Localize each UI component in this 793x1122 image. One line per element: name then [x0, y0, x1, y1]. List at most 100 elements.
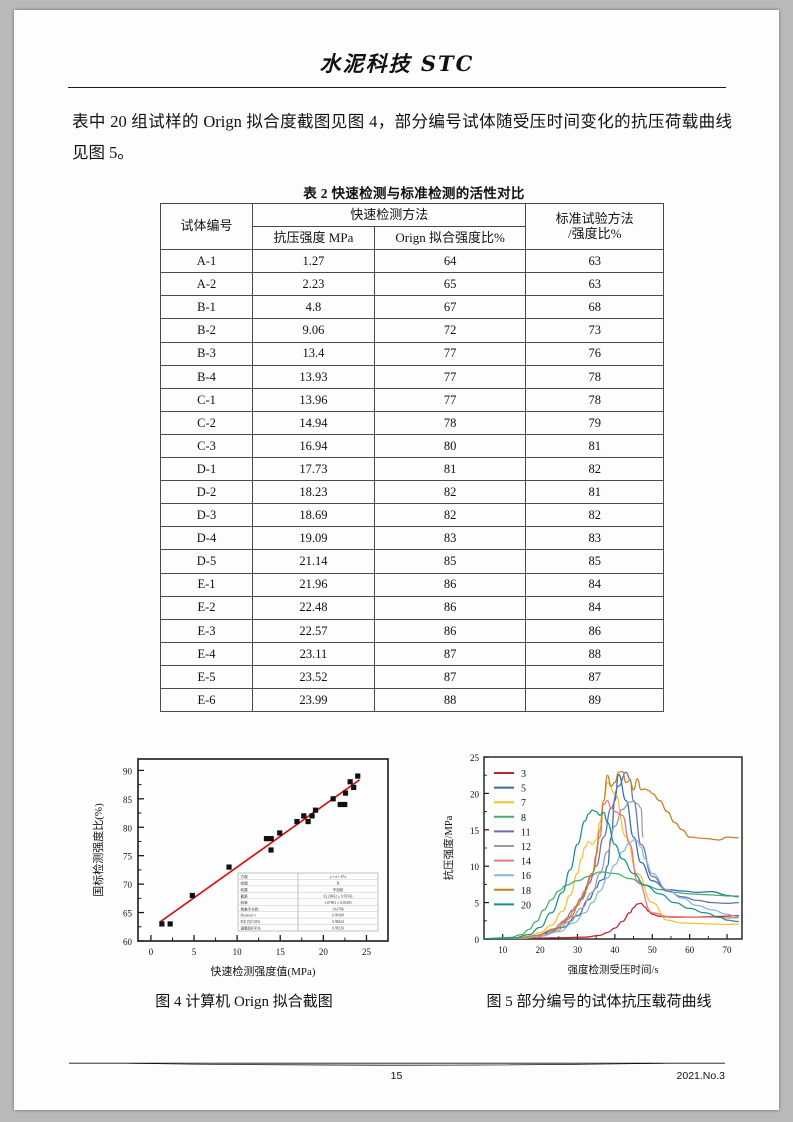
fit-stats-label-0: 方程	[241, 874, 249, 879]
cell-fit-ratio: 77	[373, 341, 527, 366]
table-row: B-2 9.06 72 73	[159, 318, 664, 343]
cell-standard-ratio: 85	[525, 549, 664, 574]
cell-compressive-strength: 19.09	[252, 526, 375, 551]
fit-line	[159, 779, 361, 924]
table-row: E-4 23.11 87 88	[159, 641, 664, 666]
col-header-specimen-id: 试体编号	[159, 202, 254, 251]
table-row: E-3 22.57 86 86	[159, 618, 664, 643]
table-row: D-3 18.69 82 82	[159, 503, 664, 528]
cell-standard-ratio: 84	[525, 595, 664, 620]
table-row: B-1 4.8 67 68	[159, 295, 664, 320]
y-tick-label-20: 20	[470, 789, 480, 799]
series-group	[484, 770, 739, 939]
x-tick-label-20: 20	[319, 947, 329, 957]
cell-fit-ratio: 86	[373, 572, 527, 597]
x-tick-label-50: 50	[648, 945, 658, 955]
legend-label-8: 8	[521, 813, 526, 824]
cell-specimen-id: E-3	[159, 618, 254, 643]
legend-label-12: 12	[521, 842, 531, 853]
col-header-fit-ratio: Orign 拟合强度比%	[373, 226, 527, 251]
cell-compressive-strength: 23.11	[252, 641, 375, 666]
fit-stats-label-3: 截距	[241, 893, 249, 898]
figure-4-plot-frame	[137, 758, 389, 942]
header-divider	[68, 87, 726, 88]
table-row: A-1 1.27 64 63	[159, 249, 664, 274]
data-point-7	[277, 830, 283, 836]
cell-fit-ratio: 88	[373, 687, 527, 713]
cell-fit-ratio: 81	[373, 457, 527, 482]
fit-stats-label-5: 残差平方和	[241, 906, 259, 911]
cell-standard-ratio: 78	[525, 387, 664, 412]
cell-compressive-strength: 17.73	[252, 457, 375, 482]
cell-fit-ratio: 72	[373, 318, 527, 343]
fit-stats-value-3: 62.20432 ± 0.50543	[324, 894, 353, 898]
cell-specimen-id: B-1	[159, 295, 254, 320]
cell-specimen-id: B-3	[159, 341, 254, 366]
fit-stats-label-7: R平方(COD)	[241, 919, 261, 924]
y-tick-label-80: 80	[123, 823, 133, 833]
fit-stats-label-1: 绘图	[241, 880, 249, 885]
cell-fit-ratio: 67	[373, 295, 527, 320]
cell-standard-ratio: 88	[525, 641, 664, 666]
data-point-10	[305, 818, 311, 825]
cell-specimen-id: E-1	[159, 572, 254, 597]
cell-specimen-id: A-1	[159, 249, 254, 274]
col-header-fast-method: 快速检测方法	[252, 202, 527, 228]
cell-standard-ratio: 78	[525, 364, 664, 389]
table-header-row-2: 抗压强度 MPa Orign 拟合强度比%	[161, 226, 664, 251]
x-tick-label-25: 25	[362, 947, 372, 957]
table-head: 试体编号 快速检测方法 标准试验方法 /强度比% 抗压强度 MPa Orign …	[159, 202, 664, 251]
y-tick-label-85: 85	[123, 795, 133, 805]
cell-standard-ratio: 76	[525, 341, 664, 366]
table-row: E-6 23.99 88 89	[159, 687, 664, 713]
table-row: C-3 16.94 80 81	[159, 433, 664, 459]
legend-label-11: 11	[521, 827, 531, 838]
figure-5-load-curves: 0 5 10 15 20 25 10 20 30 40 50 60 70 3 5 7 8 11 12 14 16 18 20…	[438, 743, 756, 983]
cell-compressive-strength: 18.69	[252, 503, 375, 528]
figure-5-caption: 图 5 部分编号的试体抗压载荷曲线	[486, 994, 712, 1010]
series-line-5	[484, 773, 739, 939]
cell-standard-ratio: 63	[525, 272, 664, 297]
figures-row: 60 65 70 75 80 85 90 0 5 10 15 20 25 快速检测强度值(MPa) 国标检测…	[14, 743, 779, 988]
cell-standard-ratio: 79	[525, 410, 664, 435]
cell-specimen-id: D-4	[159, 526, 254, 551]
series-line-7	[484, 781, 739, 939]
cell-fit-ratio: 80	[373, 433, 527, 459]
activity-comparison-table: 试体编号 快速检测方法 标准试验方法 /强度比% 抗压强度 MPa Orign …	[159, 202, 664, 713]
x-tick-label-0: 0	[149, 947, 154, 957]
fit-stats-value-0: y = a + b*x	[330, 875, 347, 879]
cell-compressive-strength: 21.14	[252, 549, 375, 574]
cell-standard-ratio: 84	[525, 572, 664, 597]
x-tick-label-60: 60	[685, 945, 695, 955]
fit-stats-label-2: 权重	[241, 887, 249, 892]
cell-specimen-id: D-1	[159, 457, 254, 482]
cell-compressive-strength: 21.96	[252, 572, 375, 597]
data-point-6	[268, 836, 274, 842]
legend-label-3: 3	[521, 769, 526, 780]
data-point-19	[355, 773, 361, 779]
cell-specimen-id: D-2	[159, 480, 254, 505]
data-point-9	[301, 813, 307, 819]
table-row: E-1 21.96 86 84	[159, 572, 664, 597]
cell-fit-ratio: 87	[373, 641, 527, 666]
y-axis-label: 国标检测强度比(%)	[91, 803, 105, 897]
fit-stats-value-2: 不加权	[333, 887, 344, 892]
data-point-14	[337, 801, 343, 808]
cell-fit-ratio: 77	[373, 364, 527, 389]
cell-standard-ratio: 83	[525, 526, 664, 551]
footer-page-number: 15	[390, 1070, 403, 1082]
y-tick-label-10: 10	[470, 862, 480, 872]
cell-standard-ratio: 82	[525, 503, 664, 528]
cell-fit-ratio: 87	[373, 664, 527, 689]
fit-stats-value-8: 0.98126	[332, 927, 344, 931]
fit-stats-label-6: Pearson's r	[241, 914, 257, 918]
cell-specimen-id: C-1	[159, 387, 254, 412]
table-row: C-1 13.96 77 78	[159, 387, 664, 412]
data-point-3	[226, 864, 232, 870]
cell-fit-ratio: 65	[373, 272, 527, 297]
cell-fit-ratio: 86	[373, 595, 527, 620]
x-axis-label: 快速检测强度值(MPa)	[210, 964, 315, 978]
footer-issue: 2021.No.3	[676, 1070, 725, 1082]
cell-standard-ratio: 68	[525, 295, 664, 320]
cell-specimen-id: D-5	[159, 549, 254, 574]
